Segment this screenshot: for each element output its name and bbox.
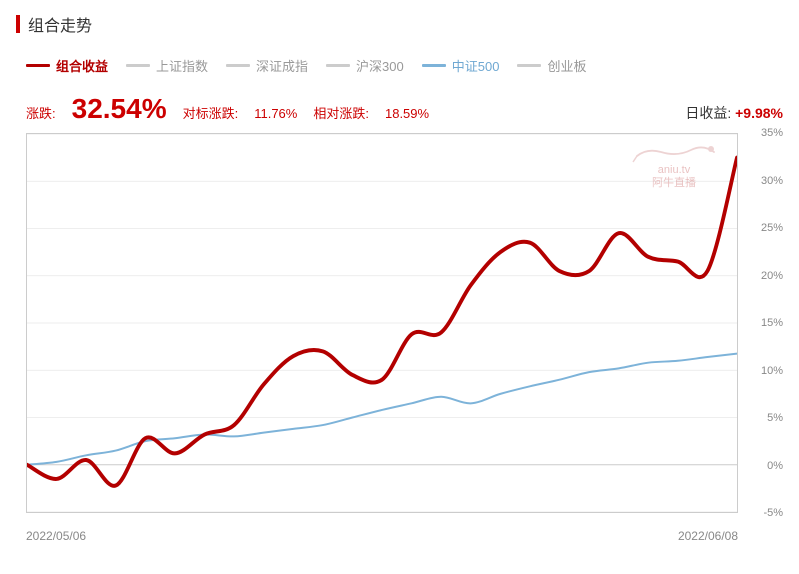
legend-item[interactable]: 深证成指 xyxy=(226,56,308,75)
x-axis-labels: 2022/05/06 2022/06/08 xyxy=(26,519,738,543)
daily-return: 日收益: +9.98% xyxy=(685,103,783,123)
y-tick-label: 20% xyxy=(761,270,783,282)
chart-svg xyxy=(27,134,737,512)
daily-label: 日收益: xyxy=(685,105,731,121)
legend-swatch xyxy=(517,64,541,67)
y-tick-label: -5% xyxy=(763,507,783,519)
y-axis-labels: -5%0%5%10%15%20%25%30%35% xyxy=(743,133,783,513)
y-tick-label: 5% xyxy=(767,412,783,424)
x-end-label: 2022/06/08 xyxy=(678,529,738,543)
legend-item[interactable]: 沪深300 xyxy=(326,56,404,75)
line-portfolio xyxy=(27,158,737,486)
x-start-label: 2022/05/06 xyxy=(26,529,86,543)
chart-legend: 组合收益 上证指数 深证成指 沪深300 中证500 创业板 xyxy=(16,56,783,75)
y-tick-label: 15% xyxy=(761,317,783,329)
legend-label: 中证500 xyxy=(452,56,500,75)
legend-item[interactable]: 组合收益 xyxy=(26,56,108,75)
legend-item[interactable]: 创业板 xyxy=(517,56,586,75)
title-bar: 组合走势 xyxy=(16,12,783,36)
legend-swatch xyxy=(422,64,446,67)
chart-container: aniu.tv 阿牛直播 -5%0%5%10%15%20%25%30%35% 2… xyxy=(16,133,783,543)
legend-label: 沪深300 xyxy=(356,56,404,75)
y-tick-label: 30% xyxy=(761,175,783,187)
title-accent xyxy=(16,15,20,33)
legend-swatch xyxy=(126,64,150,67)
y-tick-label: 25% xyxy=(761,222,783,234)
y-tick-label: 35% xyxy=(761,127,783,139)
stats-row: 涨跌: 32.54% 对标涨跌: 11.76% 相对涨跌: 18.59% 日收益… xyxy=(16,93,783,125)
legend-swatch xyxy=(326,64,350,67)
legend-label: 上证指数 xyxy=(156,56,208,75)
legend-swatch xyxy=(26,64,50,67)
daily-value: +9.98% xyxy=(735,105,783,121)
legend-swatch xyxy=(226,64,250,67)
change-label: 涨跌: xyxy=(26,103,56,122)
legend-item[interactable]: 中证500 xyxy=(422,56,500,75)
benchmark-value: 11.76% xyxy=(254,106,297,121)
legend-label: 组合收益 xyxy=(56,56,108,75)
legend-label: 创业板 xyxy=(547,56,586,75)
relative-label: 相对涨跌: xyxy=(313,103,369,122)
y-tick-label: 10% xyxy=(761,365,783,377)
change-value: 32.54% xyxy=(72,93,167,125)
y-tick-label: 0% xyxy=(767,460,783,472)
relative-value: 18.59% xyxy=(385,106,429,121)
chart-plot-area: aniu.tv 阿牛直播 xyxy=(26,133,738,513)
legend-label: 深证成指 xyxy=(256,56,308,75)
benchmark-label: 对标涨跌: xyxy=(183,103,239,122)
legend-item[interactable]: 上证指数 xyxy=(126,56,208,75)
page-title: 组合走势 xyxy=(28,12,92,36)
